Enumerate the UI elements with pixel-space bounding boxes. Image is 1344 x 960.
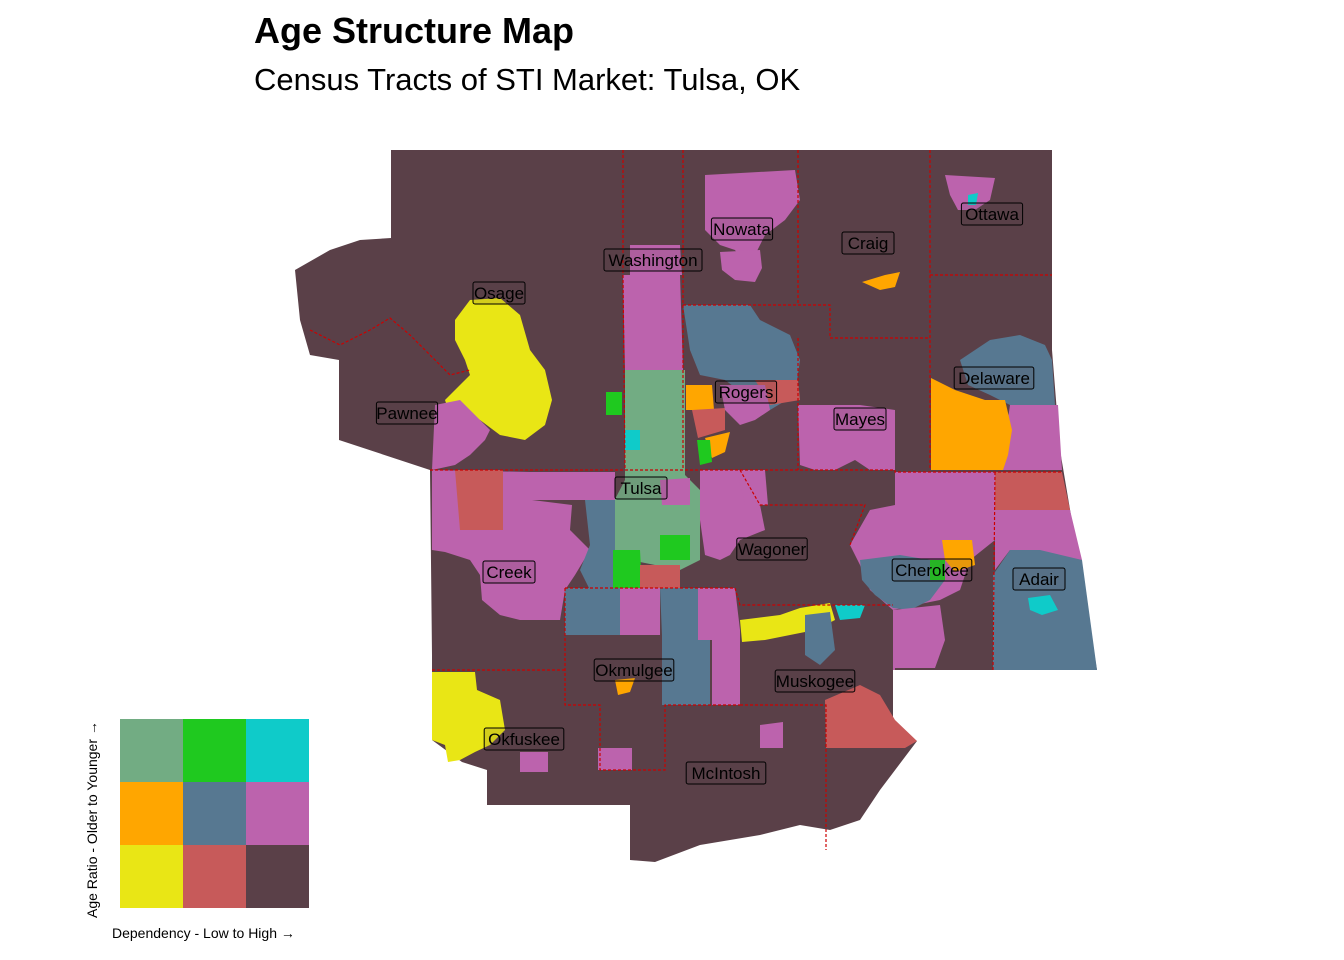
county-label-osage: Osage <box>472 281 526 305</box>
tract-osage-yellow <box>445 298 552 440</box>
svg-text:Ottawa: Ottawa <box>965 205 1019 224</box>
county-label-washington: Washington <box>603 248 703 272</box>
county-label-mayes: Mayes <box>833 407 887 431</box>
tract-tulsa-cyan <box>625 430 640 450</box>
tract-adair-salmon <box>995 472 1070 510</box>
tract-pawnee-magenta <box>432 400 490 470</box>
legend-cell-0-2 <box>246 719 309 782</box>
tract-rogers-salmon <box>692 408 725 438</box>
svg-text:Washington: Washington <box>608 251 697 270</box>
svg-text:Mayes: Mayes <box>835 410 885 429</box>
tract-mayes-magenta <box>798 405 895 470</box>
tract-rogers-orange <box>686 385 714 410</box>
county-label-craig: Craig <box>841 231 895 255</box>
svg-text:Rogers: Rogers <box>719 383 774 402</box>
svg-text:Wagoner: Wagoner <box>738 540 807 559</box>
county-label-okfuskee: Okfuskee <box>483 727 565 751</box>
tract-ottawa-magenta <box>945 175 995 210</box>
tract-muskogee-cyan <box>835 605 865 620</box>
tract-washington-magenta <box>623 275 683 370</box>
county-label-nowata: Nowata <box>710 217 774 241</box>
svg-text:Nowata: Nowata <box>713 220 771 239</box>
legend-cell-2-0 <box>120 845 183 908</box>
county-label-delaware: Delaware <box>953 366 1035 390</box>
tract-okmulgee-magenta <box>620 588 660 635</box>
tract-okmulgee-magenta-2 <box>598 748 632 770</box>
bivariate-legend <box>120 719 309 908</box>
tract-cherokee-steel <box>860 555 945 610</box>
tract-okmulgee-orange <box>615 678 635 695</box>
legend-cell-1-1 <box>183 782 246 845</box>
tract-mcintosh-magenta <box>760 722 783 748</box>
svg-text:Tulsa: Tulsa <box>621 479 662 498</box>
svg-text:McIntosh: McIntosh <box>692 764 761 783</box>
county-label-mcintosh: McIntosh <box>685 761 767 785</box>
tract-okmulgee-steel <box>565 588 620 635</box>
legend-cell-0-1 <box>183 719 246 782</box>
tract-rogers-orange-2 <box>705 432 730 458</box>
tract-cherokee-green <box>930 560 945 580</box>
county-label-okmulgee: Okmulgee <box>593 658 675 682</box>
tract-muskogee-steel-2 <box>805 612 835 665</box>
county-label-muskogee: Muskogee <box>774 669 856 693</box>
tract-tulsa-steel <box>580 500 615 590</box>
county-label-adair: Adair <box>1012 567 1066 591</box>
tract-rogers-green <box>697 440 712 465</box>
tract-muskogee-magenta <box>698 588 740 705</box>
svg-text:Osage: Osage <box>474 284 524 303</box>
tract-delaware-orange <box>931 378 1012 470</box>
svg-text:Craig: Craig <box>848 234 889 253</box>
tract-cherokee-magenta-2 <box>893 605 945 668</box>
svg-text:Adair: Adair <box>1019 570 1059 589</box>
tract-wagoner-magenta-2 <box>737 470 768 505</box>
county-label-cherokee: Cherokee <box>891 558 973 582</box>
legend-cell-2-2 <box>246 845 309 908</box>
tract-muskogee-yellow <box>740 603 835 642</box>
legend-cell-2-1 <box>183 845 246 908</box>
tract-nowata-magenta-2 <box>720 250 762 282</box>
county-labels: Ottawa Nowata Craig Washington Osage Delaware… <box>375 202 1066 785</box>
tract-rogers-magenta <box>720 385 770 425</box>
tract-washington-magenta-2 <box>630 245 682 275</box>
tract-okfuskee-magenta <box>520 752 548 772</box>
tract-okfuskee-yellow <box>432 672 505 762</box>
county-label-tulsa: Tulsa <box>614 476 668 500</box>
county-label-pawnee: Pawnee <box>375 401 439 425</box>
tract-delaware-magenta <box>995 405 1062 470</box>
tract-cherokee-orange <box>942 540 975 572</box>
tract-adair-cyan <box>1028 595 1058 615</box>
svg-text:Delaware: Delaware <box>958 369 1030 388</box>
tract-wagoner-magenta <box>700 470 765 560</box>
tract-muskogee-salmon <box>825 685 917 748</box>
tract-tulsa-green-3 <box>660 535 690 560</box>
legend-x-axis-label: Dependency - Low to High → <box>112 925 295 941</box>
tract-creek-salmon <box>455 470 503 530</box>
map-subtitle: Census Tracts of STI Market: Tulsa, OK <box>254 62 801 97</box>
county-label-creek: Creek <box>482 560 536 584</box>
svg-text:Creek: Creek <box>486 563 532 582</box>
tract-delaware-steel <box>960 335 1055 410</box>
legend-cell-1-0 <box>120 782 183 845</box>
tract-ottawa-cyan <box>968 193 978 205</box>
county-label-ottawa: Ottawa <box>960 202 1024 226</box>
tract-creek-magenta-2 <box>530 472 615 500</box>
tract-tulsa-green-2 <box>606 392 622 415</box>
county-borders <box>309 150 1062 850</box>
legend-cell-0-0 <box>120 719 183 782</box>
tract-tulsa-green <box>613 550 642 588</box>
svg-text:Okfuskee: Okfuskee <box>488 730 560 749</box>
county-label-wagoner: Wagoner <box>736 537 808 561</box>
svg-text:Cherokee: Cherokee <box>895 561 969 580</box>
map-title: Age Structure Map <box>254 10 575 51</box>
svg-text:Okmulgee: Okmulgee <box>595 661 672 680</box>
svg-text:Pawnee: Pawnee <box>376 404 437 423</box>
tract-tulsa-salmon <box>640 565 680 588</box>
svg-text:Muskogee: Muskogee <box>776 672 854 691</box>
county-label-rogers: Rogers <box>714 380 778 404</box>
legend-cell-1-2 <box>246 782 309 845</box>
legend-y-axis-label: Age Ratio - Older to Younger → <box>84 721 100 918</box>
tract-craig-orange <box>862 272 900 290</box>
tract-muskogee-steel <box>660 588 710 705</box>
